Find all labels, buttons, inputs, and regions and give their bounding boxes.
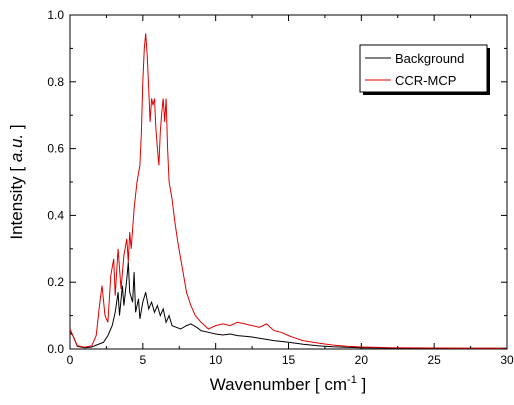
legend: Background CCR-MCP: [359, 44, 490, 95]
y-tick-label: 0.6: [47, 142, 64, 156]
series-group: [69, 33, 507, 349]
x-tick-label: 30: [500, 353, 514, 367]
legend-label-ccr-mcp: CCR-MCP: [395, 73, 456, 88]
series-line-ccr-mcp: [69, 33, 507, 349]
y-tick-label: 0.2: [47, 275, 64, 289]
y-tick-label: 0.8: [47, 75, 64, 89]
legend-box: [359, 44, 488, 93]
x-tick-label: 0: [67, 353, 74, 367]
series-line-background: [69, 262, 507, 349]
x-tick-label: 15: [282, 353, 296, 367]
x-tick-label: 5: [139, 353, 146, 367]
y-tick-label: 0.0: [47, 342, 64, 356]
y-axis-title: Intensity [ a.u. ]: [7, 124, 26, 239]
y-tick-label: 0.4: [47, 208, 64, 222]
plot-area: 0 5 10 15 20 25 30 0.0 0.2 0.4 0.6 0.8 1.0: [47, 8, 514, 367]
x-axis-title-main: Wavenumber [ cm: [210, 375, 347, 394]
y-axis-title-post: ]: [7, 124, 26, 133]
y-tick-label: 1.0: [47, 8, 64, 22]
x-axis-title-superscript: -1: [347, 374, 357, 386]
x-axis-title-end: ]: [357, 375, 366, 394]
y-axis-title-pre: Intensity [: [7, 162, 26, 239]
y-axis-title-unit: a.u.: [7, 134, 26, 162]
x-tick-label: 25: [427, 353, 441, 367]
legend-label-background: Background: [395, 51, 464, 66]
ticks-group: 0 5 10 15 20 25 30 0.0 0.2 0.4 0.6 0.8 1.0: [47, 8, 514, 367]
x-axis-title: Wavenumber [ cm-1 ]: [210, 374, 367, 394]
x-tick-label: 10: [209, 353, 223, 367]
x-tick-label: 20: [355, 353, 369, 367]
